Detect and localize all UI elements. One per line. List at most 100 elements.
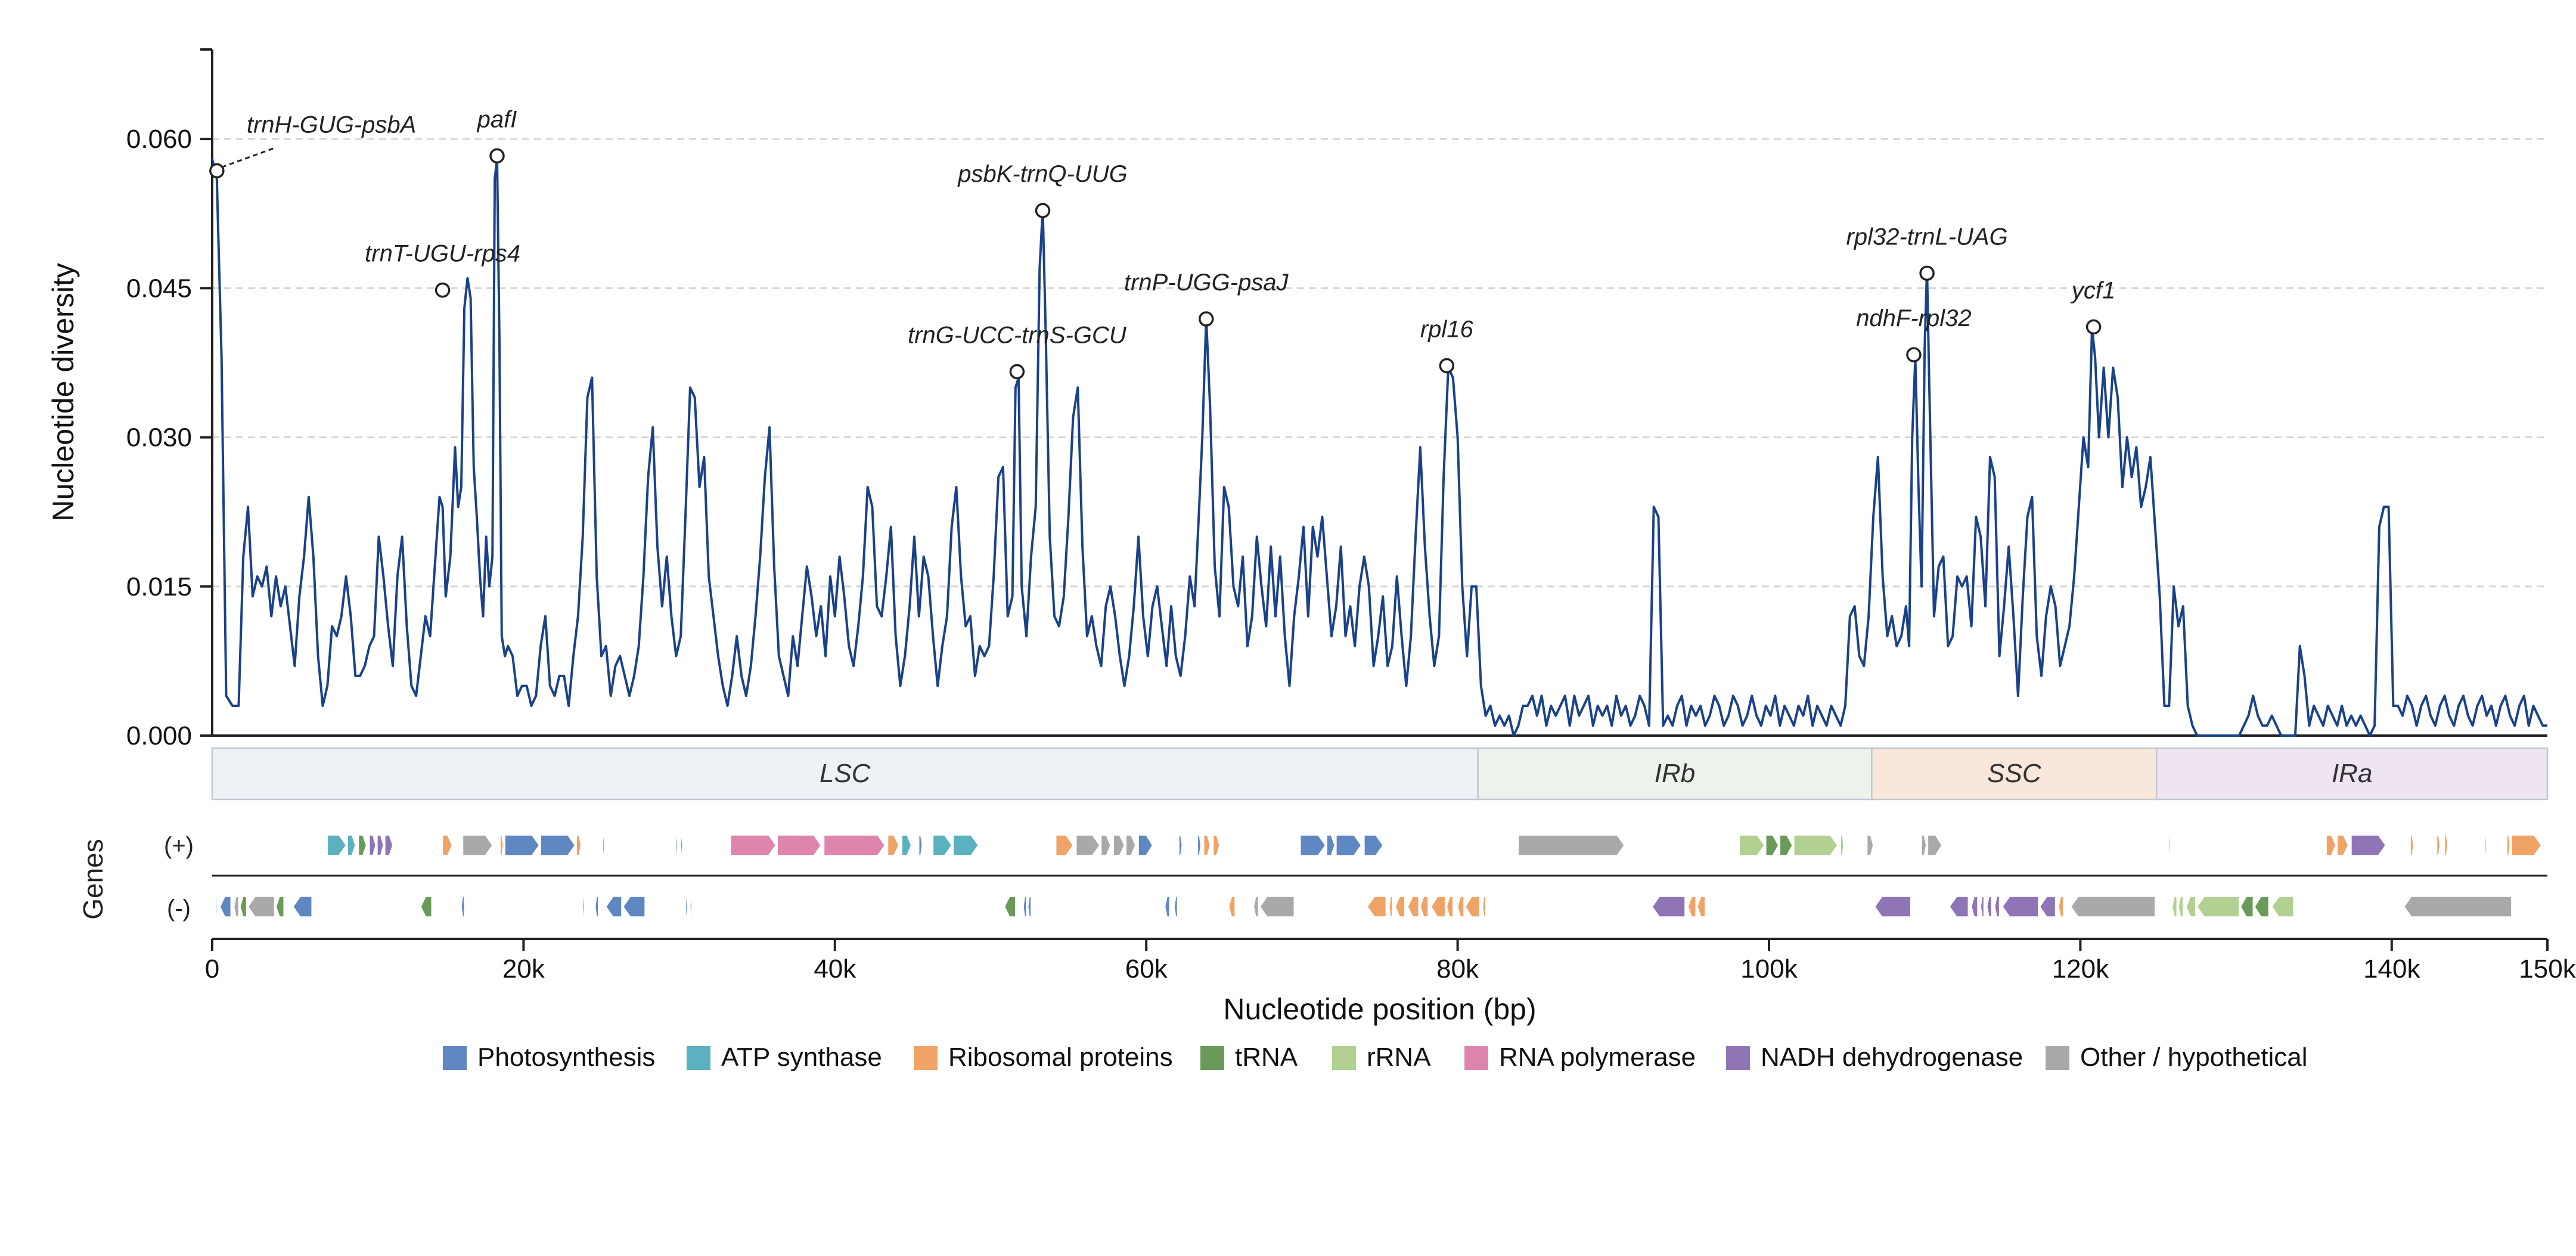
gene-arrow: [901, 835, 912, 856]
gene-arrow: [1866, 835, 1874, 856]
gene-arrow: [1027, 896, 1032, 917]
gene-arrow: [504, 835, 540, 856]
gene-arrow: [1986, 896, 1992, 917]
gene-arrow: [1970, 896, 1978, 917]
peak-label: trnP-UGG-psaJ: [1124, 269, 1289, 296]
gene-arrow: [1464, 896, 1480, 917]
gene-arrow: [918, 835, 923, 856]
gene-arrow: [1364, 835, 1384, 856]
gene-arrow: [1138, 835, 1153, 856]
gene-arrow: [1125, 835, 1136, 856]
gene-arrow: [2039, 896, 2056, 917]
gene-arrow: [420, 896, 433, 917]
gene-arrow: [1100, 835, 1111, 856]
legend-label: NADH dehydrogenase: [1761, 1043, 2023, 1072]
x-tick-label: 40k: [814, 954, 856, 984]
legend-label: rRNA: [1367, 1043, 1431, 1072]
gene-arrow: [730, 835, 777, 856]
y-tick-label: 0.030: [126, 423, 192, 452]
peak-marker: [1035, 203, 1051, 218]
gene-arrow: [1212, 835, 1220, 856]
gene-arrow: [1113, 835, 1125, 856]
gene-arrow: [2511, 835, 2542, 856]
gene-arrow: [582, 896, 585, 917]
y-tick-label: 0.045: [126, 274, 192, 303]
legend-label: Ribosomal proteins: [948, 1043, 1173, 1072]
gene-arrow: [1994, 896, 2000, 917]
y-tick-label: 0.015: [126, 572, 192, 601]
gene-arrow: [384, 835, 393, 856]
gene-arrow: [1228, 896, 1236, 917]
y-tick-label: 0.060: [126, 125, 192, 154]
peak-label: ycf1: [2070, 277, 2115, 303]
legend-label: ATP synthase: [721, 1043, 882, 1072]
gene-arrow: [275, 896, 284, 917]
gene-arrow: [2336, 835, 2349, 856]
gene-arrow: [2506, 835, 2511, 856]
gene-arrow: [2178, 896, 2184, 917]
gene-arrow: [1482, 896, 1486, 917]
x-tick-label: 80k: [1436, 954, 1479, 984]
gene-arrow: [823, 835, 886, 856]
gene-arrow: [1980, 896, 1985, 917]
gene-arrow: [952, 835, 979, 856]
legend-swatch: [1464, 1046, 1488, 1070]
gene-arrow: [2271, 896, 2294, 917]
gene-arrow: [2168, 835, 2171, 856]
peak-marker: [1919, 265, 1935, 281]
annotation-leader-line: [221, 147, 275, 168]
peak-marker: [209, 163, 225, 179]
legend-label: tRNA: [1235, 1043, 1298, 1072]
gene-arrow: [347, 835, 356, 856]
gene-arrow: [685, 896, 688, 917]
gene-arrow: [2001, 896, 2039, 917]
x-tick-label: 20k: [502, 954, 545, 984]
gene-arrow: [605, 896, 622, 917]
gene-arrow: [1300, 835, 1326, 856]
gene-arrow: [2240, 896, 2254, 917]
peak-marker: [1199, 311, 1214, 327]
gene-arrow: [2326, 835, 2336, 856]
gene-arrow: [1253, 896, 1259, 917]
gene-track: Genes (+) (-): [77, 833, 2547, 922]
legend-swatch: [2046, 1046, 2069, 1070]
gene-arrow: [1174, 896, 1178, 917]
gene-arrow: [1197, 835, 1202, 856]
gene-arrow: [2484, 835, 2487, 856]
gene-arrow: [2254, 896, 2270, 917]
gene-arrow: [2403, 896, 2512, 917]
gene-arrow: [1739, 835, 1765, 856]
gene-arrow: [1921, 835, 1927, 856]
legend-label: RNA polymerase: [1499, 1043, 1696, 1072]
plus-strand-label: (+): [164, 833, 194, 859]
legend-label: Photosynthesis: [477, 1043, 655, 1072]
y-axis-title: Nucleotide diversity: [46, 263, 80, 522]
gene-arrow: [690, 896, 693, 917]
region-box: [211, 747, 1479, 801]
gene-arrow: [1178, 835, 1183, 856]
legend-swatch: [1726, 1046, 1750, 1070]
gene-arrow: [247, 896, 275, 917]
region-track: LSC IRb SSC IRa: [211, 747, 2549, 801]
gene-arrow: [1055, 835, 1074, 856]
gene-arrow: [540, 835, 576, 856]
gene-arrow: [2186, 896, 2196, 917]
region-box: [1477, 747, 1873, 801]
region-label: IRa: [2332, 759, 2372, 788]
region-label: IRb: [1655, 759, 1695, 788]
peak-label: trnT-UGU-rps4: [365, 241, 520, 267]
gene-arrow: [1023, 896, 1027, 917]
x-tick-label: 120k: [2052, 954, 2109, 984]
peak-marker: [434, 282, 451, 298]
peak-label: rpl16: [1420, 316, 1474, 342]
gene-arrow: [292, 896, 312, 917]
peak-label: psbK-trnQ-UUG: [957, 161, 1128, 187]
peak-marker: [2085, 319, 2102, 335]
gene-arrow: [1457, 896, 1464, 917]
gene-arrow: [1407, 896, 1420, 917]
legend-swatch: [914, 1046, 938, 1070]
gene-arrow: [2436, 835, 2441, 856]
legend-label: Other / hypothetical: [2080, 1043, 2308, 1072]
